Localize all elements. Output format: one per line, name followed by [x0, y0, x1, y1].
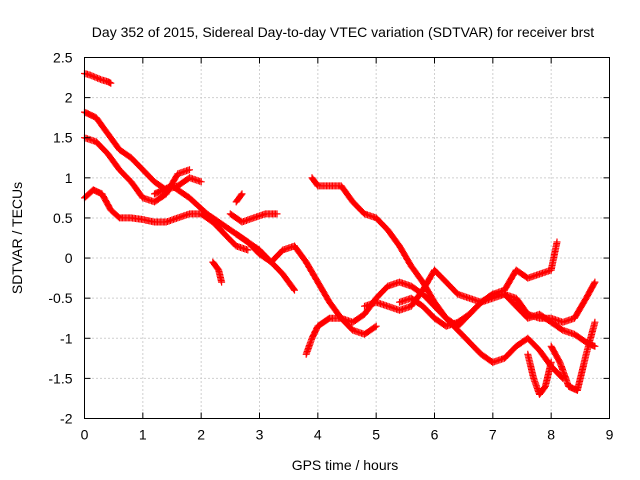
series-markers [547, 318, 599, 394]
series-7 [226, 210, 281, 226]
y-tick-label: 1 [65, 170, 73, 186]
x-tick-label: 4 [314, 427, 322, 443]
y-tick-label: -1.5 [48, 370, 72, 386]
axis-ticks: 0 1 2 3 4 5 6 7 8 9 -2 -1.5 -1 -0.5 0 0.5 1 1.5 2 2.5 [48, 50, 613, 443]
chart-title: Day 352 of 2015, Sidereal Day-to-day VTE… [92, 24, 594, 40]
series-markers [151, 182, 298, 294]
series-markers [232, 190, 246, 206]
data-series [81, 70, 599, 398]
x-axis-label: GPS time / hours [292, 457, 399, 473]
grid [84, 57, 610, 419]
x-tick-label: 5 [372, 427, 380, 443]
series-markers [81, 70, 115, 87]
y-tick-label: 0 [65, 250, 73, 266]
y-tick-label: 1.5 [53, 130, 73, 146]
y-tick-label: -0.5 [48, 290, 72, 306]
series-markers [524, 350, 555, 398]
y-axis-label: SDTVAR / TECUs [9, 182, 25, 294]
series-12 [524, 350, 555, 398]
plot-frame [84, 57, 610, 419]
x-tick-label: 0 [81, 427, 89, 443]
x-tick-label: 9 [606, 427, 614, 443]
series-16 [396, 238, 561, 330]
x-tick-label: 1 [139, 427, 147, 443]
series-6 [209, 258, 226, 286]
x-tick-label: 2 [197, 427, 205, 443]
series-10 [308, 174, 497, 366]
series-markers [361, 266, 599, 350]
series-markers [308, 174, 497, 366]
series-markers [226, 210, 281, 226]
x-tick-label: 7 [489, 427, 497, 443]
series-8 [232, 190, 246, 206]
series-markers [209, 258, 226, 286]
y-tick-label: 0.5 [53, 210, 73, 226]
series-1 [81, 70, 115, 87]
y-tick-label: 2.5 [53, 50, 73, 66]
series-13 [547, 318, 599, 394]
y-tick-label: 2 [65, 90, 73, 106]
series-2 [81, 108, 205, 194]
y-tick-label: -1 [60, 330, 73, 346]
x-tick-label: 6 [431, 427, 439, 443]
series-5 [151, 182, 298, 294]
y-tick-label: -2 [60, 411, 73, 427]
x-tick-label: 3 [256, 427, 264, 443]
series-markers [396, 238, 561, 330]
series-15 [361, 266, 599, 350]
x-tick-label: 8 [547, 427, 555, 443]
series-markers [81, 108, 205, 194]
